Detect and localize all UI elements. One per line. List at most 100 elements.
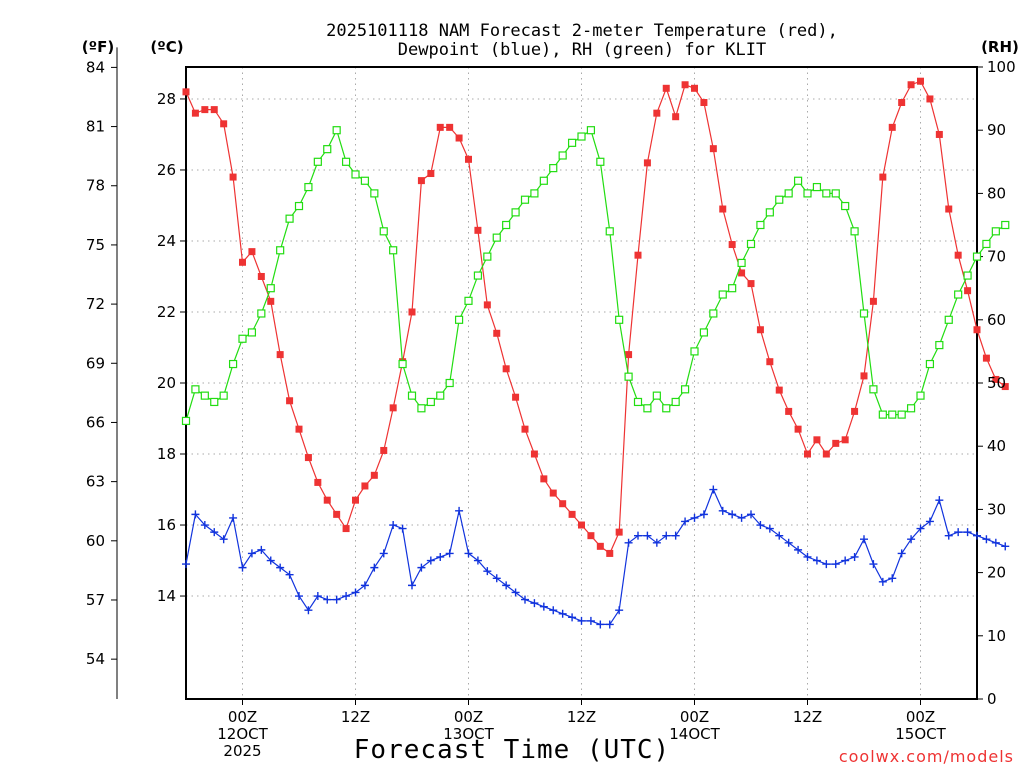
time-tick-label: 2025 <box>223 742 261 760</box>
temperature-point <box>964 287 972 295</box>
rh-point <box>426 397 435 407</box>
rh-tick-label: 80 <box>987 184 1006 202</box>
rh-tick-label: 90 <box>987 121 1006 139</box>
dewpoint-point <box>765 524 774 533</box>
time-tick-label: 12OCT <box>217 725 268 743</box>
temperature-point <box>530 450 538 458</box>
temperature-point <box>917 77 924 85</box>
rh-point <box>728 284 737 293</box>
credit-link[interactable]: coolwx.com/models <box>839 747 1014 766</box>
rh-point <box>765 208 774 217</box>
dewpoint-point <box>219 535 228 544</box>
temperature-point <box>681 81 689 89</box>
celsius-tick-label: 22 <box>157 303 176 321</box>
dewpoint-point <box>455 506 464 515</box>
temperature-point <box>775 386 783 394</box>
dewpoint-point <box>690 513 699 522</box>
temperature-point <box>794 425 802 433</box>
temperature-point <box>606 549 614 557</box>
dewpoint-point <box>408 581 416 590</box>
temperature-point <box>860 372 868 380</box>
rh-point <box>756 220 765 230</box>
temperature-point <box>267 297 275 305</box>
rh-point <box>793 176 803 185</box>
rh-point <box>445 378 454 388</box>
fahrenheit-tick-label: 57 <box>86 591 105 609</box>
rh-point <box>605 227 614 236</box>
temperature-point <box>276 351 284 359</box>
rh-tick-label: 70 <box>987 248 1006 266</box>
temperature-point <box>766 358 774 366</box>
dewpoint-point <box>360 581 369 590</box>
time-tick-label: 12Z <box>341 708 370 726</box>
temperature-point <box>295 425 303 433</box>
rh-tick-label: 30 <box>987 500 1006 518</box>
temperature-point <box>785 407 793 415</box>
dewpoint-point <box>483 567 492 576</box>
rh-point <box>925 359 935 369</box>
dewpoint-point <box>266 556 275 565</box>
temperature-point <box>248 248 256 256</box>
temperature-point <box>323 496 331 504</box>
time-tick-label: 00Z <box>680 708 709 726</box>
dewpoint-point <box>511 588 520 597</box>
fahrenheit-tick-label: 66 <box>86 413 105 431</box>
temperature-point <box>370 471 378 479</box>
dewpoint-point <box>370 563 379 572</box>
dewpoint-point <box>464 549 473 558</box>
dewpoint-point <box>982 535 991 544</box>
temperature-point <box>361 482 369 490</box>
temperature-point <box>672 113 680 121</box>
rh-point <box>652 391 661 400</box>
temperature-point <box>596 542 604 550</box>
fahrenheit-tick-label: 78 <box>86 177 105 195</box>
dewpoint-point <box>313 592 322 601</box>
dewpoint-point <box>492 574 501 583</box>
rh-point <box>360 176 370 185</box>
temperature-point <box>804 450 811 458</box>
rh-line <box>185 128 1006 422</box>
dewpoint-point <box>210 528 219 537</box>
temperature-point <box>851 407 859 415</box>
temperature-point <box>832 439 840 447</box>
fahrenheit-tick-label: 63 <box>86 473 105 491</box>
dewpoint-point <box>558 609 567 618</box>
temperature-point <box>578 521 585 529</box>
temperature-point <box>304 454 312 462</box>
rh-point <box>906 404 916 413</box>
dewpoint-point <box>718 506 727 515</box>
temperature-point <box>389 404 397 412</box>
rh-point <box>502 220 511 230</box>
temperature-point <box>201 106 209 114</box>
dewpoint-point <box>643 531 652 540</box>
x-axis-title: Forecast Time (UTC) <box>354 735 670 765</box>
time-tick-label: 00Z <box>228 708 257 726</box>
rh-point <box>313 157 322 166</box>
temperature-point <box>907 81 915 89</box>
dewpoint-point <box>634 531 642 540</box>
dewpoint-point <box>624 538 633 547</box>
temperature-point <box>888 123 896 131</box>
chart-title-line-2: Dewpoint (blue), RH (green) for KLIT <box>398 40 766 60</box>
time-tick-label: 00Z <box>906 708 935 726</box>
rh-point <box>643 404 652 413</box>
rh-point <box>341 157 351 166</box>
celsius-tick-label: 14 <box>157 587 176 605</box>
axes <box>111 47 983 705</box>
celsius-tick-label: 24 <box>157 232 176 250</box>
temperature-point <box>756 326 764 334</box>
temperature-point <box>220 120 228 128</box>
rh-point <box>690 347 699 356</box>
temperature-point <box>512 393 520 401</box>
rh-point <box>972 252 982 261</box>
temperature-point <box>869 297 877 305</box>
dewpoint-point <box>803 552 812 561</box>
temperature-point <box>728 241 736 249</box>
rh-point <box>389 246 398 255</box>
dewpoint-point <box>907 535 916 544</box>
dewpoint-point <box>812 556 821 565</box>
time-tick-label: 13OCT <box>443 725 494 743</box>
fahrenheit-tick-label: 81 <box>86 118 105 136</box>
temperature-point <box>229 173 237 181</box>
dewpoint-point <box>502 581 511 590</box>
